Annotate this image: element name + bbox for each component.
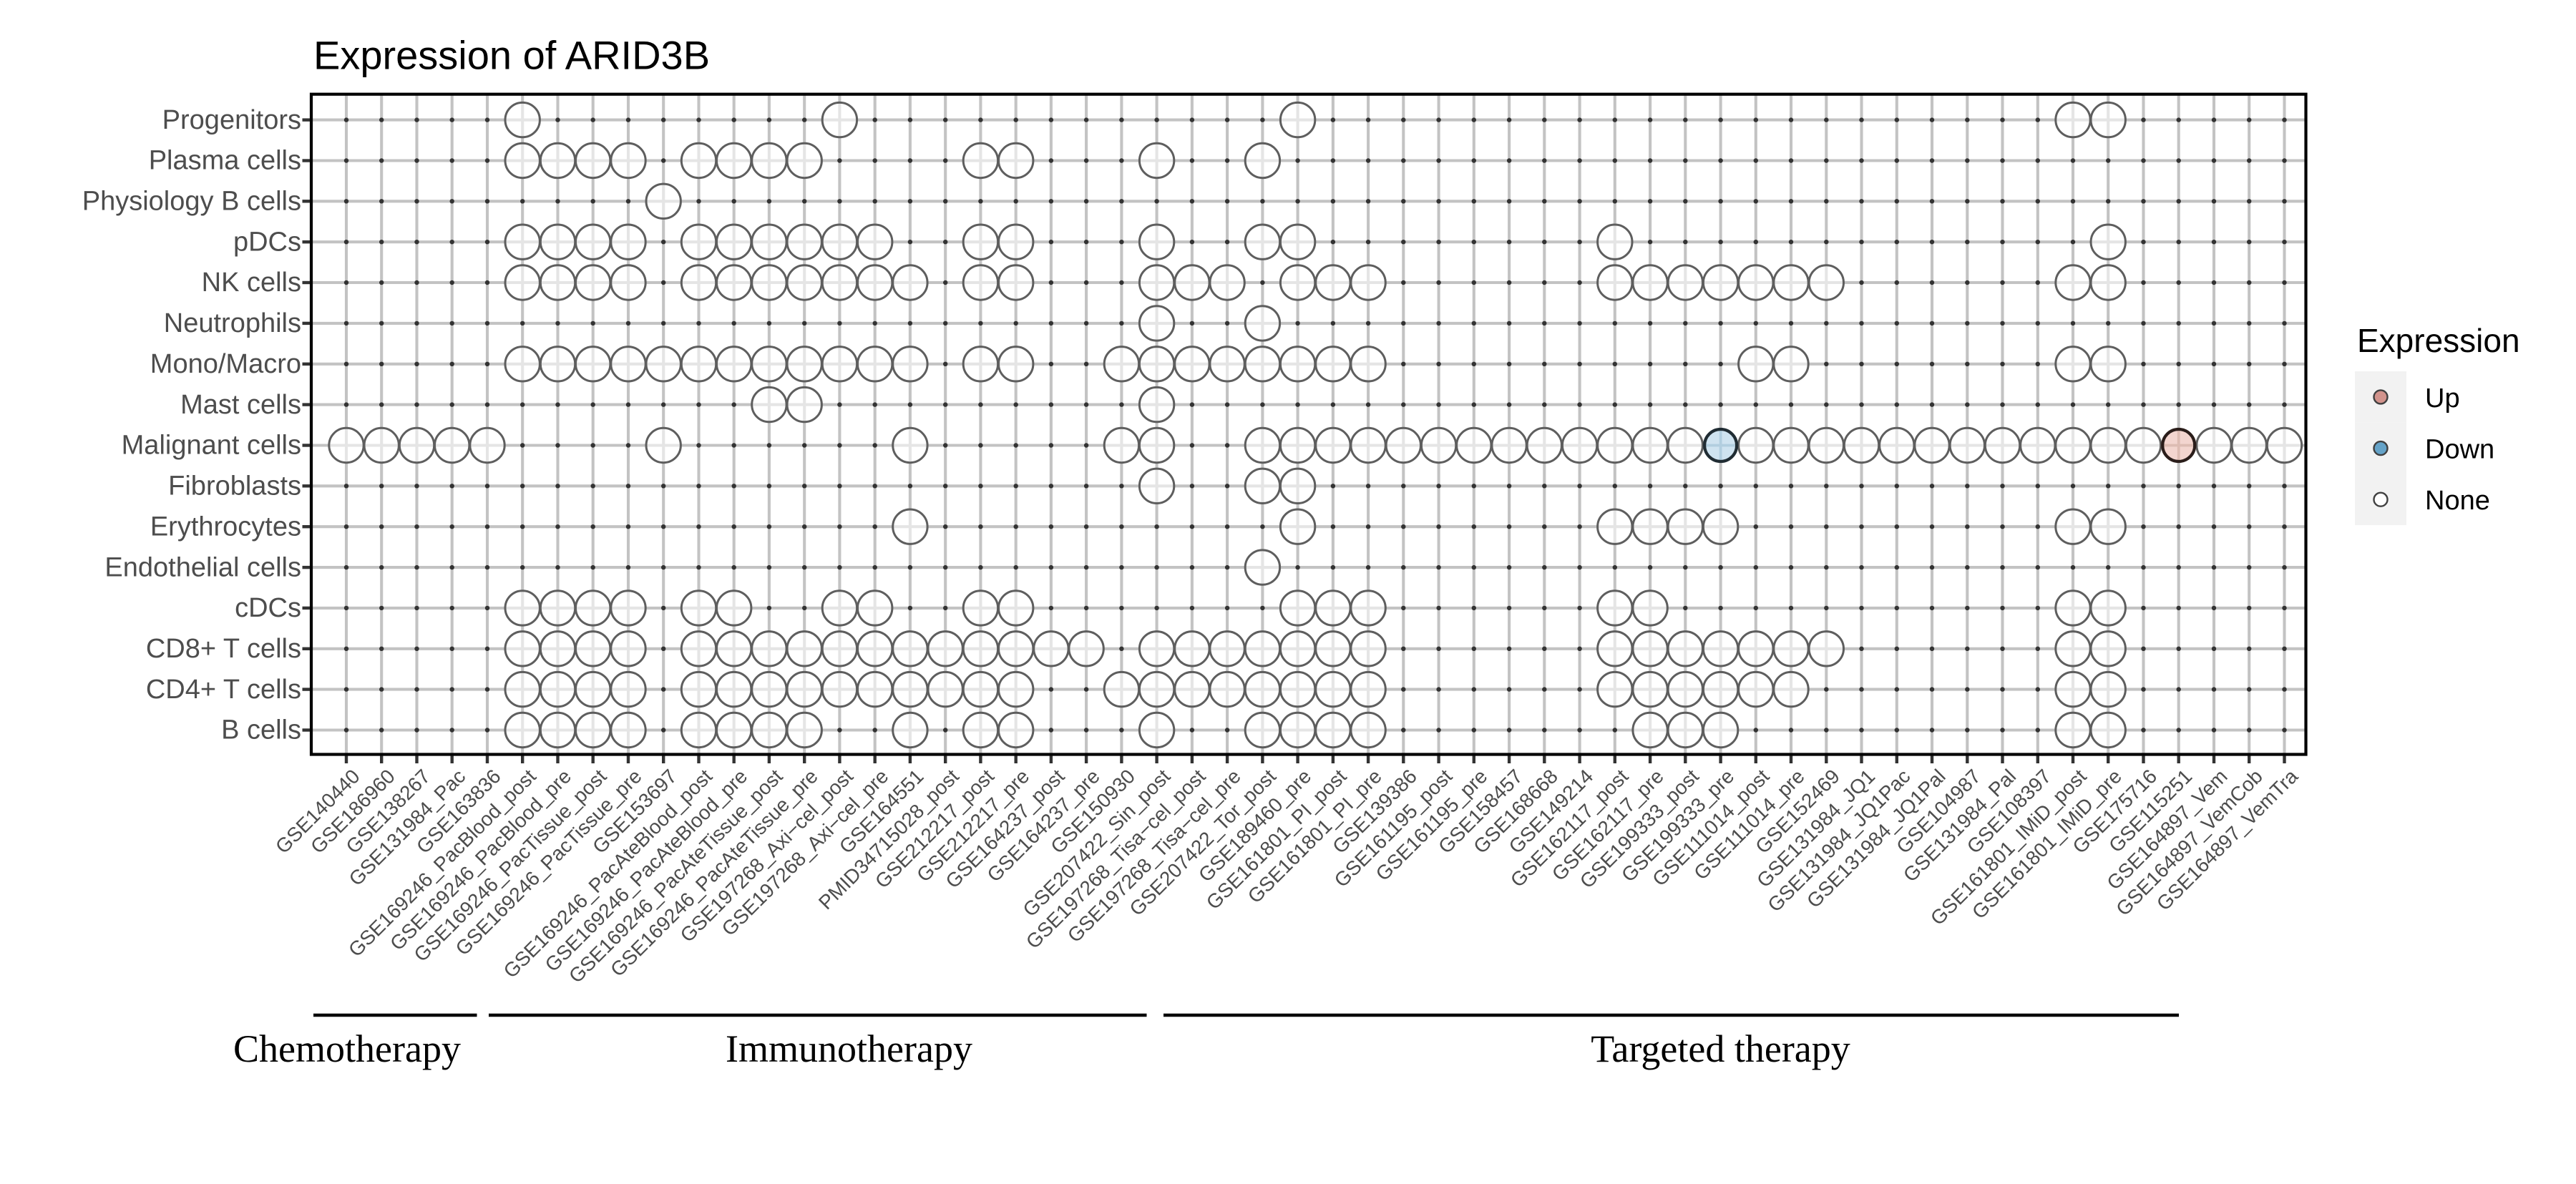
svg-text:Fibroblasts: Fibroblasts (168, 471, 301, 502)
svg-text:B cells: B cells (221, 715, 301, 745)
svg-text:Mono/Macro: Mono/Macro (150, 349, 301, 379)
svg-text:NK cells: NK cells (202, 268, 301, 298)
svg-text:pDCs: pDCs (233, 227, 301, 257)
svg-text:Expression: Expression (2357, 322, 2520, 359)
svg-text:Erythrocytes: Erythrocytes (150, 512, 301, 542)
svg-text:Physiology B cells: Physiology B cells (82, 187, 301, 217)
svg-text:Progenitors: Progenitors (162, 105, 301, 135)
svg-text:Neutrophils: Neutrophils (164, 308, 301, 338)
svg-text:Mast cells: Mast cells (180, 390, 301, 420)
svg-text:CD4+ T cells: CD4+ T cells (146, 675, 301, 705)
svg-text:None: None (2425, 486, 2490, 516)
svg-text:Expression of ARID3B: Expression of ARID3B (313, 33, 710, 78)
svg-text:Chemotherapy: Chemotherapy (233, 1027, 461, 1070)
svg-text:Up: Up (2425, 383, 2460, 414)
svg-text:Down: Down (2425, 435, 2494, 465)
svg-text:Malignant cells: Malignant cells (122, 431, 301, 461)
svg-text:Endothelial cells: Endothelial cells (104, 552, 301, 582)
svg-text:cDCs: cDCs (235, 593, 301, 623)
svg-text:Immunotherapy: Immunotherapy (726, 1027, 972, 1070)
svg-text:Targeted therapy: Targeted therapy (1591, 1027, 1850, 1070)
svg-text:CD8+ T cells: CD8+ T cells (146, 634, 301, 664)
svg-text:Plasma cells: Plasma cells (149, 146, 301, 176)
